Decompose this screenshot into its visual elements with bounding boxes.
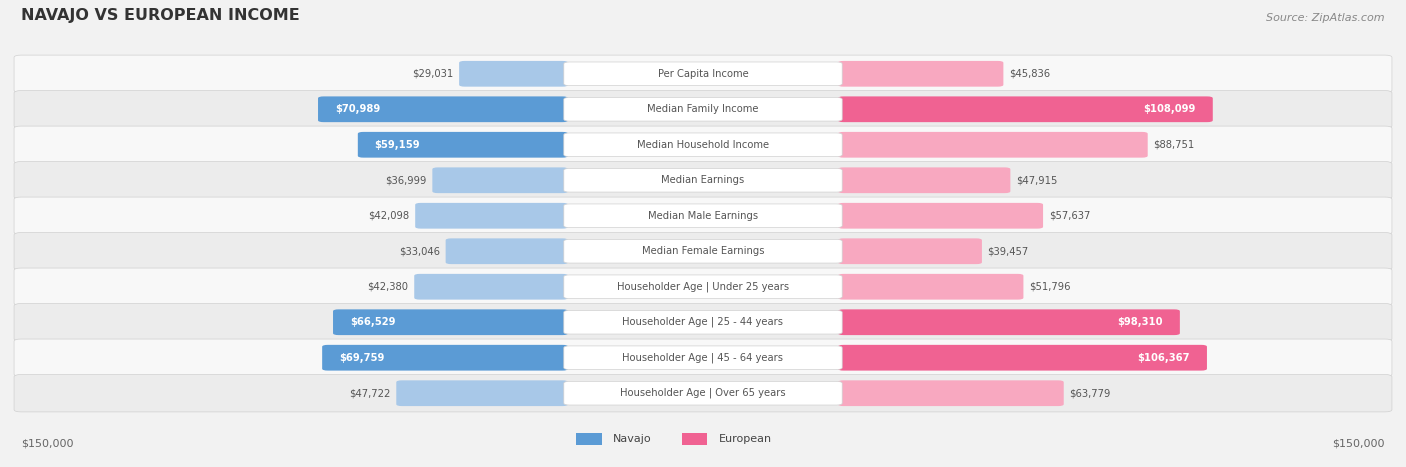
Text: Source: ZipAtlas.com: Source: ZipAtlas.com	[1267, 14, 1385, 23]
FancyBboxPatch shape	[564, 382, 842, 405]
FancyBboxPatch shape	[14, 91, 1392, 128]
Text: $42,380: $42,380	[367, 282, 409, 292]
FancyBboxPatch shape	[432, 167, 568, 193]
Text: $98,310: $98,310	[1118, 317, 1163, 327]
Text: Median Earnings: Median Earnings	[661, 175, 745, 185]
FancyBboxPatch shape	[14, 304, 1392, 341]
FancyBboxPatch shape	[14, 197, 1392, 234]
FancyBboxPatch shape	[396, 380, 568, 406]
FancyBboxPatch shape	[564, 311, 842, 334]
FancyBboxPatch shape	[838, 274, 1024, 300]
Text: Navajo: Navajo	[613, 434, 651, 444]
Text: NAVAJO VS EUROPEAN INCOME: NAVAJO VS EUROPEAN INCOME	[21, 8, 299, 23]
FancyBboxPatch shape	[14, 126, 1392, 163]
Text: $150,000: $150,000	[1333, 439, 1385, 449]
Text: $36,999: $36,999	[385, 175, 426, 185]
FancyBboxPatch shape	[446, 238, 568, 264]
Text: $59,159: $59,159	[374, 140, 420, 150]
Text: $45,836: $45,836	[1010, 69, 1050, 79]
FancyBboxPatch shape	[564, 240, 842, 263]
FancyBboxPatch shape	[838, 345, 1206, 371]
FancyBboxPatch shape	[838, 380, 1064, 406]
FancyBboxPatch shape	[838, 167, 1011, 193]
FancyBboxPatch shape	[838, 203, 1043, 229]
Text: $33,046: $33,046	[399, 246, 440, 256]
Text: Householder Age | 25 - 44 years: Householder Age | 25 - 44 years	[623, 317, 783, 327]
FancyBboxPatch shape	[14, 268, 1392, 305]
FancyBboxPatch shape	[322, 345, 568, 371]
Text: European: European	[718, 434, 772, 444]
FancyBboxPatch shape	[838, 96, 1213, 122]
Text: $51,796: $51,796	[1029, 282, 1070, 292]
FancyBboxPatch shape	[682, 433, 707, 445]
Text: Median Family Income: Median Family Income	[647, 104, 759, 114]
Text: $63,779: $63,779	[1070, 388, 1111, 398]
FancyBboxPatch shape	[14, 339, 1392, 376]
Text: $57,637: $57,637	[1049, 211, 1090, 221]
Text: $47,722: $47,722	[349, 388, 391, 398]
FancyBboxPatch shape	[460, 61, 568, 87]
Text: Householder Age | Under 25 years: Householder Age | Under 25 years	[617, 282, 789, 292]
Text: $150,000: $150,000	[21, 439, 73, 449]
FancyBboxPatch shape	[415, 274, 568, 300]
FancyBboxPatch shape	[838, 238, 981, 264]
FancyBboxPatch shape	[415, 203, 568, 229]
Text: $39,457: $39,457	[987, 246, 1029, 256]
FancyBboxPatch shape	[14, 162, 1392, 199]
Text: $47,915: $47,915	[1017, 175, 1057, 185]
Text: $106,367: $106,367	[1137, 353, 1189, 363]
FancyBboxPatch shape	[564, 204, 842, 227]
FancyBboxPatch shape	[838, 309, 1180, 335]
Text: $29,031: $29,031	[412, 69, 454, 79]
Text: Householder Age | 45 - 64 years: Householder Age | 45 - 64 years	[623, 353, 783, 363]
FancyBboxPatch shape	[14, 55, 1392, 92]
FancyBboxPatch shape	[318, 96, 568, 122]
FancyBboxPatch shape	[564, 275, 842, 298]
Text: $42,098: $42,098	[368, 211, 409, 221]
FancyBboxPatch shape	[14, 233, 1392, 270]
Text: Median Male Earnings: Median Male Earnings	[648, 211, 758, 221]
FancyBboxPatch shape	[564, 98, 842, 121]
Text: $88,751: $88,751	[1153, 140, 1195, 150]
Text: $70,989: $70,989	[335, 104, 380, 114]
FancyBboxPatch shape	[564, 133, 842, 156]
Text: $69,759: $69,759	[339, 353, 384, 363]
Text: Householder Age | Over 65 years: Householder Age | Over 65 years	[620, 388, 786, 398]
FancyBboxPatch shape	[564, 169, 842, 192]
FancyBboxPatch shape	[576, 433, 602, 445]
FancyBboxPatch shape	[564, 346, 842, 369]
FancyBboxPatch shape	[333, 309, 568, 335]
FancyBboxPatch shape	[14, 375, 1392, 412]
FancyBboxPatch shape	[564, 62, 842, 85]
FancyBboxPatch shape	[838, 132, 1147, 158]
FancyBboxPatch shape	[357, 132, 568, 158]
Text: Per Capita Income: Per Capita Income	[658, 69, 748, 79]
Text: Median Household Income: Median Household Income	[637, 140, 769, 150]
FancyBboxPatch shape	[838, 61, 1004, 87]
Text: $108,099: $108,099	[1143, 104, 1197, 114]
Text: $66,529: $66,529	[350, 317, 395, 327]
Text: Median Female Earnings: Median Female Earnings	[641, 246, 765, 256]
